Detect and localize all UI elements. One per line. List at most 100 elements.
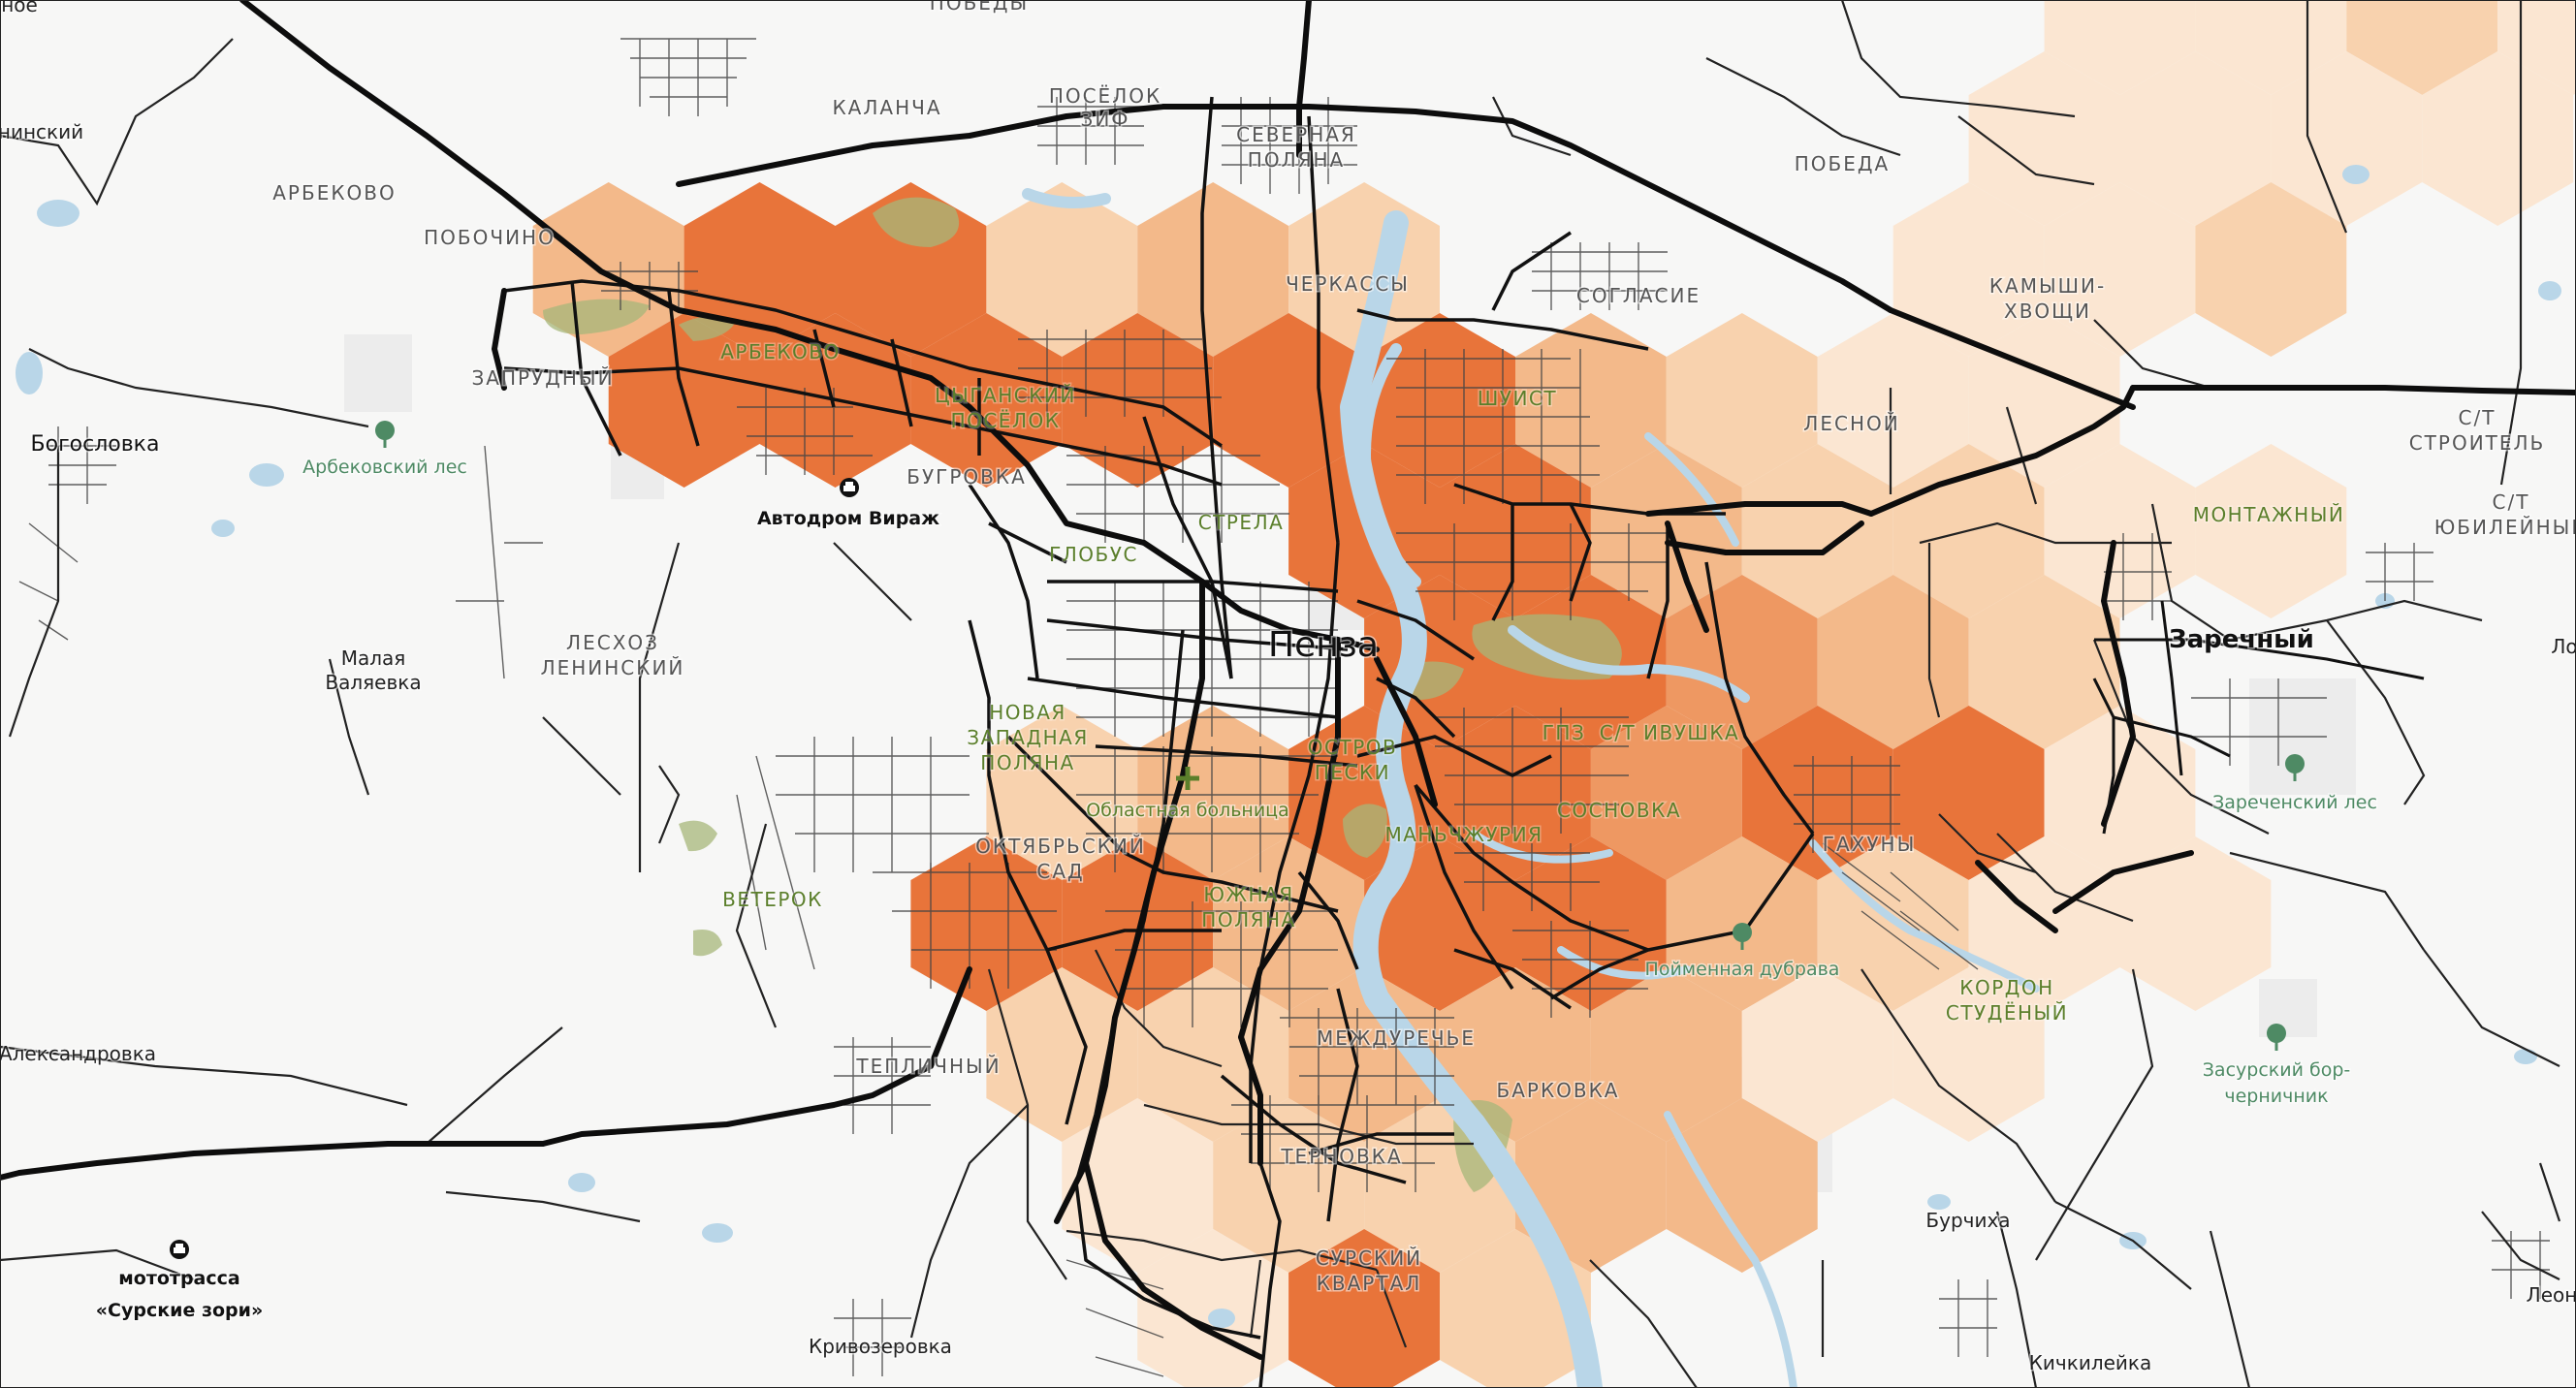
hex-cell (1892, 182, 2045, 357)
label-ostrov-1: ОСТРОВ (1308, 736, 1397, 759)
hex-cell (1741, 706, 1893, 880)
hex-cell (1741, 444, 1893, 618)
hex-cell (2195, 444, 2347, 618)
label-montazhny: МОНТАЖНЫЙ (2193, 503, 2345, 526)
label-lesnoy: ЛЕСНОЙ (1803, 412, 1899, 435)
hex-cell (1741, 967, 1893, 1142)
hex-cell (2119, 51, 2272, 226)
hex-cell (910, 836, 1063, 1011)
hex-cell (2195, 182, 2347, 357)
hex-cell (986, 706, 1138, 880)
water-bodies (1022, 188, 2040, 1388)
label-sursky-1: СУРСКИЙ (1316, 1246, 1422, 1270)
hospital-cross-icon[interactable] (1176, 767, 1199, 790)
label-sosnovka: СОСНОВКА (1557, 799, 1681, 822)
label-burchikha: Бурчиха (1925, 1209, 2010, 1232)
label-st-yubileyny-2: ЮБИЛЕЙНЫЙ (2434, 516, 2576, 539)
label-zasursky-1: Засурский бор- (2203, 1059, 2351, 1081)
label-aleksandrovka: Александровка (0, 1042, 156, 1065)
hex-cell (1440, 444, 1591, 618)
hex-cell (2044, 444, 2196, 618)
label-edge-nko: ное (1, 0, 38, 16)
hex-cell (1817, 313, 1969, 488)
label-leskhoz-2: ЛЕНИНСКИЙ (541, 656, 685, 679)
tree-icon[interactable] (2267, 1024, 2286, 1051)
label-gpz: ГПЗ (1542, 721, 1586, 744)
label-oktyabrsky-1: ОКТЯБРЬСКИЙ (975, 835, 1146, 858)
label-gakhuny: ГАХУНЫ (1823, 833, 1916, 856)
hex-cell (910, 313, 1063, 488)
tree-icon[interactable] (375, 421, 395, 448)
label-severnaya-2: ПОЛЯНА (1248, 148, 1345, 172)
label-ternovka: ТЕРНОВКА (1280, 1145, 1402, 1168)
label-kamyshi-2: ХВОЩИ (2004, 300, 2091, 323)
label-st-ivushka: С/Т ИВУШКА (1600, 721, 1739, 744)
label-mototrassa-1: мототрасса (118, 1268, 239, 1289)
label-st-yubileyny-1: С/Т (2493, 490, 2530, 514)
hex-cell (1817, 575, 1969, 749)
label-kalancha: КАЛАНЧА (832, 96, 941, 119)
label-bugrovka: БУГРОВКА (906, 465, 1027, 489)
label-kichkileyka: Кичкилейка (2029, 1351, 2152, 1374)
hex-cell (2044, 0, 2196, 95)
racetrack-icon[interactable] (840, 478, 859, 497)
hex-cell (1515, 836, 1667, 1011)
hex-cell (1137, 706, 1289, 880)
label-poymennaya: Пойменная дубрава (1645, 959, 1840, 980)
hex-cell (2044, 706, 2196, 880)
hex-cell (1590, 706, 1742, 880)
hex-cell (1590, 967, 1742, 1142)
label-edge-leoni: Леон (2527, 1283, 2576, 1307)
tree-icon[interactable] (1733, 923, 1752, 950)
hex-cell (2422, 51, 2574, 226)
label-poselok-zif-2: ЗИФ (1081, 108, 1130, 131)
hex-cell (2271, 51, 2423, 226)
city-arterials (503, 96, 1815, 1388)
label-soglasie: СОГЛАСИЕ (1576, 284, 1701, 307)
label-st-stroitel-2: СТРОИТЕЛЬ (2409, 431, 2546, 455)
label-krivozerovka: Кривозеровка (809, 1335, 952, 1358)
racetrack-icon[interactable] (170, 1240, 189, 1259)
label-veterok: ВЕТЕРОК (722, 888, 823, 911)
hex-cell (1364, 313, 1515, 488)
label-mototrassa-2: «Сурские зори» (96, 1300, 263, 1321)
tree-icon[interactable] (2285, 754, 2305, 781)
label-zarechensky-les: Зареченский лес (2212, 792, 2377, 813)
label-st-stroitel-1: С/Т (2459, 406, 2496, 429)
label-zarechny: Заречный (2169, 625, 2314, 654)
label-autodrom: Автодром Вираж (757, 508, 939, 529)
label-ostrov-2: ПЕСКИ (1315, 761, 1390, 784)
label-cherkassy: ЧЕРКАССЫ (1286, 272, 1410, 296)
label-malaya-1: Малая (341, 647, 406, 670)
label-edge-ninsky: нинский (0, 120, 83, 143)
hex-cell (1515, 313, 1667, 488)
hex-cell (1892, 967, 2045, 1142)
hex-cell (1666, 1098, 1818, 1273)
hex-cell (1968, 575, 2120, 749)
hex-cell (1440, 967, 1591, 1142)
label-novaya-1: НОВАЯ (989, 701, 1066, 724)
label-arbekovo-top: АРБЕКОВО (272, 181, 397, 205)
hex-cell (1288, 1229, 1440, 1388)
label-malaya-2: Валяевка (325, 671, 421, 694)
label-strela: СТРЕЛА (1198, 511, 1285, 534)
highways (0, 0, 2576, 1360)
label-sursky-2: КВАРТАЛ (1317, 1272, 1422, 1295)
hex-cell (1288, 967, 1440, 1142)
label-zasursky-2: черничник (2224, 1086, 2328, 1107)
label-tsygansky-2: ПОСЁЛОК (951, 409, 1061, 432)
hex-cell (2195, 0, 2347, 95)
label-shuist: ШУИСТ (1478, 387, 1557, 410)
label-kamyshi-1: КАМЫШИ- (1989, 274, 2106, 298)
hex-cell (2119, 836, 2272, 1011)
label-kordon-1: КОРДОН (1959, 976, 2053, 999)
label-oktyabrsky-2: САД (1036, 860, 1084, 883)
hex-cell (1666, 313, 1818, 488)
hex-cell (2346, 0, 2498, 95)
label-yuzhnaya-1: ЮЖНАЯ (1203, 883, 1293, 906)
label-yuzhnaya-2: ПОЛЯНА (1201, 908, 1295, 931)
hex-cell (1137, 1229, 1289, 1388)
hex-cell (1062, 836, 1214, 1011)
